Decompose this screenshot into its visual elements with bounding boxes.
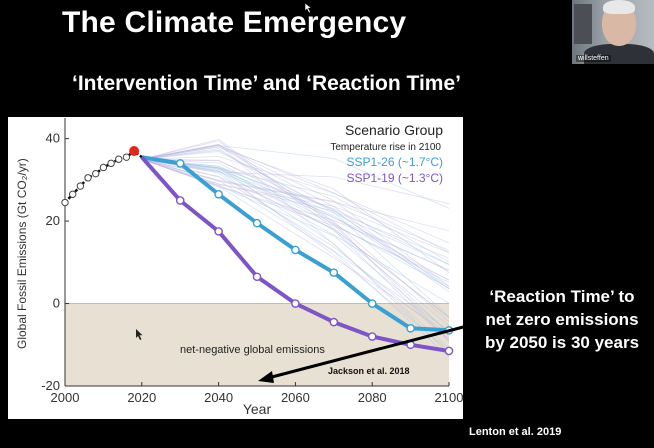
- ssp126-point: [367, 299, 377, 308]
- slide-title: The Climate Emergency: [62, 6, 407, 39]
- x-tick-label: 2060: [281, 390, 310, 405]
- ssp126-point: [406, 323, 415, 333]
- ssp119-point: [214, 227, 223, 236]
- background-scenario-line: [141, 158, 449, 271]
- slide-credit: Lenton et al. 2019: [469, 426, 562, 438]
- webcam-bookshelf: [574, 4, 592, 44]
- background-scenario-line: [141, 144, 449, 287]
- historical-point: [76, 182, 85, 190]
- background-scenario-line: [141, 158, 449, 281]
- ssp119-point: [329, 317, 339, 327]
- net-negative-label: net-negative global emissions: [180, 344, 325, 356]
- mouse-pointer-icon: [136, 329, 143, 340]
- historical-point: [107, 159, 115, 168]
- background-scenario-line: [141, 158, 449, 333]
- background-scenario-line: [141, 143, 449, 323]
- historical-point: [61, 198, 69, 207]
- slide-subtitle: ‘Intervention Time’ and ‘Reaction Time’: [72, 72, 461, 95]
- background-scenario-line: [141, 144, 449, 253]
- background-scenario-line: [141, 148, 449, 341]
- background-scenario-line: [141, 156, 449, 244]
- background-scenario-line: [141, 158, 449, 251]
- historical-point: [92, 169, 100, 178]
- webcam-participant-name: willsteffen: [576, 55, 611, 62]
- historical-point: [84, 174, 92, 182]
- legend-subtitle: Temperature rise in 2100: [330, 142, 441, 153]
- historical-point: [68, 190, 77, 198]
- x-tick-label: 2100: [435, 390, 463, 405]
- ssp119-point: [291, 299, 300, 308]
- x-tick-label: 2020: [127, 390, 156, 405]
- legend-entry-ssp119: SSP1-19 (~1.3°C): [346, 171, 443, 185]
- background-scenario-line: [141, 149, 449, 317]
- background-scenario-line: [141, 158, 449, 358]
- ssp119-point: [367, 332, 377, 341]
- background-scenario-line: [141, 158, 449, 254]
- ssp126-point: [444, 326, 454, 335]
- background-scenario-line: [141, 158, 449, 319]
- legend-title: Scenario Group: [345, 122, 443, 138]
- historical-point: [99, 163, 108, 172]
- reaction-note-line-2: net zero emissions: [485, 310, 639, 329]
- background-scenario-line: [141, 158, 449, 259]
- background-scenario-line: [141, 146, 449, 274]
- y-tick-label: 40: [46, 131, 60, 146]
- ssp126-point: [291, 245, 300, 255]
- y-axis-label: Global Fossil Emissions (Gt CO₂/yr): [15, 158, 29, 349]
- background-scenario-line: [141, 158, 449, 232]
- legend-entry-ssp126: SSP1-26 (~1.7°C): [346, 155, 443, 169]
- emissions-chart: 2000 2020 2040 2060 2080 2100 -20 0 20 40 Global …: [8, 117, 463, 419]
- reaction-note-line-3: by 2050 is 30 years: [484, 333, 640, 352]
- background-scenario-line: [141, 140, 449, 318]
- source-label: Jackson et al. 2018: [328, 366, 410, 376]
- y-tick-label: -20: [41, 378, 60, 393]
- ssp126-point: [175, 159, 185, 168]
- webcam-participant-body: [584, 44, 654, 64]
- background-scenario-line: [141, 144, 449, 349]
- historical-series: [61, 145, 143, 207]
- ssp126-point: [214, 189, 223, 199]
- ssp119-point: [444, 346, 454, 356]
- reaction-time-note: ‘Reaction Time’ to net zero emissions by…: [472, 285, 652, 354]
- cursor-icon: [304, 2, 313, 14]
- ssp126-point: [329, 268, 339, 277]
- webcam-participant-hair: [603, 0, 635, 14]
- historical-last-point: [129, 145, 140, 156]
- historical-line: [64, 149, 143, 204]
- x-axis-label: Year: [243, 401, 272, 417]
- x-tick-label: 2040: [204, 390, 233, 405]
- ssp119-point: [175, 196, 185, 205]
- y-tick-label: 0: [53, 296, 60, 311]
- ssp126-point: [252, 218, 262, 228]
- x-tick-label: 2000: [51, 390, 80, 405]
- x-tick-label: 2080: [358, 390, 387, 405]
- historical-point: [122, 153, 131, 161]
- ssp119-point: [252, 272, 262, 282]
- webcam-thumbnail[interactable]: willsteffen: [572, 0, 654, 64]
- background-scenario-line: [141, 138, 449, 334]
- background-scenario-line: [141, 146, 449, 290]
- background-scenario-line: [141, 158, 449, 334]
- background-scenario-line: [141, 158, 449, 340]
- background-scenario-line: [141, 151, 449, 288]
- historical-point: [115, 155, 123, 163]
- background-scenario-line: [141, 145, 449, 209]
- y-tick-label: 20: [46, 213, 60, 228]
- ssp119-point: [406, 340, 415, 350]
- reaction-note-line-1: ‘Reaction Time’ to: [489, 287, 635, 306]
